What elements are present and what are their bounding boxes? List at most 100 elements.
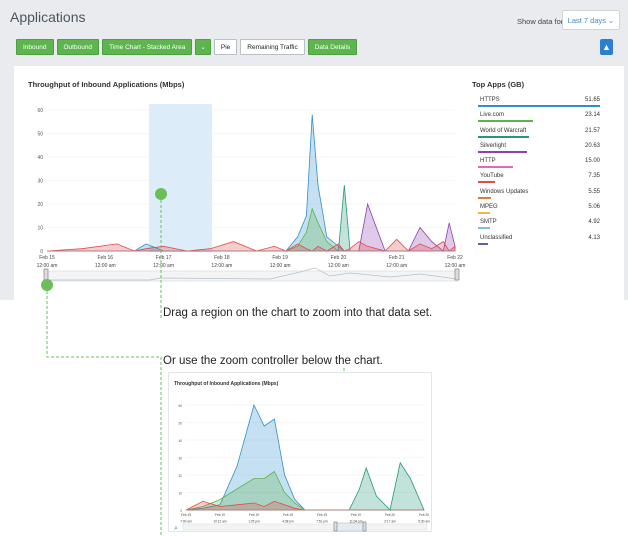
x-tick-date: Feb 17: [156, 255, 172, 261]
x-tick-time: 11:04 pm: [349, 519, 362, 523]
drag-instruction: Drag a region on the chart to zoom into …: [163, 307, 433, 319]
top-app-item[interactable]: SMTP 4.92: [478, 219, 600, 234]
y-tick-label: 20: [178, 474, 182, 478]
x-tick-date: Feb 20: [385, 513, 395, 517]
top-app-name: Silverlight: [480, 142, 507, 149]
chevron-down-icon: ⌄: [608, 15, 615, 25]
show-data-label: Show data for: [517, 17, 564, 26]
top-app-item[interactable]: Unclassified 4.13: [478, 235, 600, 250]
top-app-value: 15.00: [584, 158, 600, 165]
top-app-name: YouTube: [480, 173, 504, 180]
series-area-live-com: [185, 470, 424, 511]
top-app-value: 4.92: [588, 219, 600, 226]
top-app-bar: [478, 227, 490, 230]
top-app-bar: [478, 105, 600, 107]
y-tick-label: 30: [178, 457, 182, 461]
x-tick-time: 12:00 am: [211, 263, 232, 269]
inbound-button[interactable]: Inbound: [16, 39, 54, 55]
x-tick-date: Feb 15: [39, 255, 55, 261]
chart-type-dropdown[interactable]: ⌄: [195, 39, 211, 55]
data-details-button[interactable]: Data Details: [307, 39, 358, 55]
top-app-bar: [478, 120, 533, 123]
top-apps-title: Top Apps (GB): [472, 80, 525, 89]
y-tick-label: 60: [37, 108, 43, 114]
mini-zoom-track: [182, 523, 428, 531]
chart-title: Throughput of Inbound Applications (Mbps…: [28, 80, 185, 89]
top-app-name: MPEG: [480, 204, 498, 211]
y-tick-label: 50: [178, 422, 182, 426]
y-tick-label: 10: [178, 492, 182, 496]
top-app-item[interactable]: YouTube 7.35: [478, 173, 600, 188]
zoom-annotation-line: [46, 291, 162, 536]
top-app-name: HTTP: [480, 158, 496, 165]
top-app-bar: [478, 135, 529, 138]
x-tick-time: 12:00 am: [386, 263, 407, 269]
top-app-bar: [478, 181, 496, 184]
top-app-item[interactable]: HTTP 15.00: [478, 158, 600, 173]
page-title: Applications: [10, 9, 86, 25]
top-app-name: SMTP: [480, 219, 497, 226]
zoom-handle-left: [43, 268, 49, 281]
top-app-item[interactable]: Windows Updates 5.55: [478, 189, 600, 204]
x-tick-time: 7:00 am: [180, 519, 192, 523]
top-app-item[interactable]: HTTPS 51.65: [478, 97, 600, 112]
series-area-youtube: [46, 238, 456, 252]
top-app-bar: [478, 242, 488, 245]
top-app-name: Windows Updates: [480, 188, 529, 195]
x-tick-date: Feb 19: [272, 255, 288, 261]
x-tick-date: Feb 19: [351, 513, 361, 517]
x-tick-date: Feb 16: [97, 255, 113, 261]
x-tick-time: 5:30 am: [418, 519, 430, 523]
series-area-https: [47, 114, 455, 252]
y-tick-label: 30: [37, 179, 43, 185]
y-tick-label: 20: [37, 202, 43, 208]
pdf-export-icon[interactable]: ▲: [600, 39, 613, 55]
top-app-bar: [478, 166, 514, 169]
drag-selection-region: [149, 104, 212, 252]
y-tick-label: 0: [40, 249, 43, 255]
x-tick-date: Feb 21: [389, 255, 405, 261]
mini-zoom-handle-right: [362, 521, 367, 532]
zoom-controller-track: [43, 270, 459, 282]
top-app-value: 21.57: [584, 127, 600, 134]
top-app-bar: [478, 196, 492, 199]
x-tick-time: 1:25 pm: [248, 519, 260, 523]
x-tick-date: Feb 19: [215, 513, 225, 517]
top-app-item[interactable]: Silverlight 20.63: [478, 143, 600, 158]
top-app-name: World of Warcraft: [480, 127, 527, 134]
top-app-item[interactable]: World of Warcraft 21.57: [478, 128, 600, 143]
top-app-item[interactable]: Live.com 23.14: [478, 112, 600, 127]
x-tick-time: 2:17 am: [384, 519, 396, 523]
top-app-name: Live.com: [480, 112, 505, 119]
mini-zoom-window: [334, 522, 366, 532]
zoomed-chart-title: Throughput of Inbound Applications (Mbps…: [174, 381, 279, 387]
top-app-bar: [478, 150, 527, 153]
zoom-instruction: Or use the zoom controller below the cha…: [163, 355, 383, 367]
x-tick-date: Feb 20: [331, 255, 347, 261]
x-tick-time: 4:38 pm: [282, 519, 294, 523]
top-apps-list: HTTPS 51.65 Live.com 23.14 World of Warcraft…: [478, 97, 600, 250]
x-tick-date: Feb 18: [214, 255, 230, 261]
outbound-button[interactable]: Outbound: [56, 39, 100, 55]
x-tick-time: 12:00 am: [445, 263, 466, 269]
pie-button[interactable]: Pie: [213, 39, 238, 55]
x-tick-date: Feb 19: [283, 513, 293, 517]
x-tick-time: 12:00 am: [37, 263, 58, 269]
remaining-traffic-button[interactable]: Remaining Traffic: [240, 39, 305, 55]
x-tick-time: 7:51 pm: [316, 519, 328, 523]
y-tick-label: 50: [37, 132, 43, 138]
x-tick-time: 12:00 am: [95, 263, 116, 269]
top-app-bar: [478, 212, 490, 215]
top-app-item[interactable]: MPEG 5.06: [478, 204, 600, 219]
date-range-select[interactable]: Last 7 days ⌄: [562, 10, 620, 30]
x-tick-time: 12:00 am: [270, 263, 291, 269]
zoomed-chart[interactable]: 0 10 20 30 40 50 60 Feb 19 7:00 am Feb 19 10:12 am…: [169, 373, 433, 533]
zoom-controller-sparkline: [45, 267, 458, 281]
time-chart-button[interactable]: Time Chart - Stacked Area: [102, 39, 193, 55]
top-app-value: 7.35: [588, 173, 600, 180]
drag-pointer-marker: [155, 188, 167, 200]
x-tick-date: Feb 19: [317, 513, 327, 517]
top-app-value: 20.63: [584, 142, 600, 149]
x-tick-time: 10:12 am: [213, 519, 227, 523]
